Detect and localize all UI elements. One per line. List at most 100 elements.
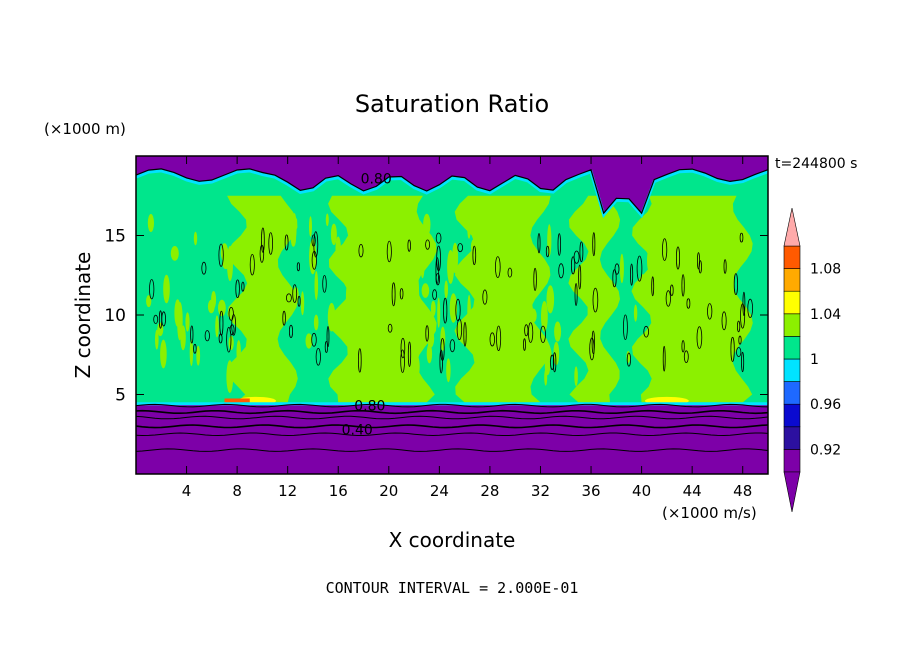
- dry-upper-layer: [136, 156, 768, 214]
- contour-loop: [736, 347, 742, 358]
- x-axis-label: X coordinate: [389, 528, 516, 552]
- supersaturated-patch: [574, 366, 578, 387]
- x-axis-ticks: 4 8 12 16 20 24 28 32 36 40 44 48: [182, 156, 752, 500]
- contour-loop: [558, 263, 564, 279]
- supersaturated-patch: [309, 216, 312, 237]
- y-axis-ticks: 5 10 15: [104, 227, 768, 406]
- supersaturated-patch: [313, 314, 319, 331]
- dry-lower-layer: [136, 404, 768, 474]
- colorbar-tick-label: 1.08: [810, 262, 841, 278]
- supersaturated-patch: [430, 300, 436, 317]
- supersaturated-patch: [391, 336, 397, 350]
- supersaturated-patch: [421, 283, 430, 298]
- supersaturated-patch: [293, 287, 299, 305]
- supersaturated-patch: [437, 297, 441, 328]
- supersaturated-patch: [309, 239, 317, 275]
- contour-loop: [456, 318, 463, 341]
- supersaturated-patch: [444, 280, 449, 299]
- contour-loop: [400, 349, 405, 373]
- contour-loop: [557, 233, 561, 256]
- contour-value-label: 0.80: [354, 399, 385, 415]
- supersaturated-patch: [185, 312, 190, 332]
- contour-lines: [135, 168, 769, 452]
- colorbar-segment: [783, 358, 801, 382]
- supersaturated-patch: [249, 213, 255, 231]
- contour-loop: [235, 279, 240, 299]
- contour-line-top: [135, 168, 769, 215]
- contour-loop: [662, 345, 666, 372]
- supersaturated-patch: [519, 293, 525, 327]
- contour-loop: [643, 325, 649, 338]
- supersaturated-patch: [292, 213, 297, 243]
- contour-loop: [259, 244, 265, 263]
- time-label: t=244800 s: [775, 156, 857, 172]
- supersaturated-patch: [260, 317, 264, 344]
- contour-loop: [636, 255, 643, 282]
- supersaturated-patch: [155, 329, 159, 350]
- contour-loop: [311, 234, 316, 247]
- contour-loop: [241, 281, 245, 292]
- supersaturated-patch: [236, 340, 241, 364]
- colorbar-segment: [783, 381, 801, 405]
- supersaturated-patch: [650, 339, 655, 362]
- colorbar: 0.92 0.96 1 1.04 1.08: [783, 207, 841, 513]
- supersaturated-patch: [546, 285, 555, 314]
- colorbar-under-arrow: [783, 471, 801, 513]
- supersaturated-patch: [522, 353, 527, 373]
- supersaturated-patch: [248, 238, 255, 266]
- contour-loop: [449, 339, 456, 353]
- supersaturated-patch: [227, 245, 233, 282]
- contour-loop: [218, 333, 223, 344]
- supersaturated-patch: [427, 329, 435, 348]
- contour-loop: [322, 275, 327, 293]
- supersaturated-patch: [554, 321, 562, 342]
- contour-loop: [425, 239, 431, 250]
- supersaturated-patch: [381, 321, 387, 356]
- supersaturated-patch: [467, 294, 471, 329]
- colorbar-segment: [783, 268, 801, 292]
- x-tick-label: 32: [531, 482, 550, 500]
- x-tick-label: 28: [480, 482, 499, 500]
- supersaturated-patch: [685, 314, 690, 333]
- contour-loop: [443, 297, 448, 324]
- contour-line-lower: [135, 432, 769, 437]
- supersaturated-patch: [405, 260, 413, 275]
- contour-loop: [550, 354, 555, 371]
- contour-loop: [204, 330, 210, 342]
- supersaturated-patch: [411, 353, 420, 380]
- contour-loop: [736, 320, 741, 333]
- supersaturated-patch: [684, 210, 690, 246]
- contour-loop: [741, 351, 745, 373]
- supersaturated-patch: [544, 369, 548, 386]
- x-tick-label: 24: [430, 482, 449, 500]
- x-tick-label: 48: [733, 482, 752, 500]
- contour-loop: [665, 290, 671, 307]
- supersaturated-patch: [180, 325, 186, 351]
- supersaturated-patch: [388, 322, 392, 345]
- supersaturated-patch: [647, 248, 653, 273]
- contour-loop: [494, 256, 501, 279]
- contour-loop: [311, 332, 317, 347]
- x-unit-label: (×1000 m/s): [662, 504, 757, 522]
- contour-loop: [707, 303, 713, 320]
- supersaturated-patch: [652, 246, 659, 273]
- supersaturated-patch: [226, 360, 234, 393]
- colorbar-segment: [783, 403, 801, 428]
- supersaturated-patch: [482, 364, 488, 386]
- contour-loop: [533, 267, 537, 291]
- contour-loop: [435, 232, 442, 244]
- supersaturated-patch: [267, 288, 273, 302]
- contour-loop: [589, 337, 595, 361]
- supersaturated-patch: [374, 214, 382, 249]
- supersaturated-patch: [619, 253, 624, 284]
- supersaturated-patch: [476, 205, 483, 238]
- contour-loop: [669, 284, 674, 297]
- contour-line-lower: [135, 448, 769, 452]
- x-tick-label: 12: [278, 482, 297, 500]
- contour-loop: [400, 337, 406, 359]
- supersaturated-patch: [553, 341, 560, 366]
- colorbar-over-arrow: [783, 207, 801, 247]
- contour-loop: [552, 352, 557, 373]
- contour-value-label: 0.80: [361, 171, 392, 187]
- supersaturated-patch: [506, 341, 514, 371]
